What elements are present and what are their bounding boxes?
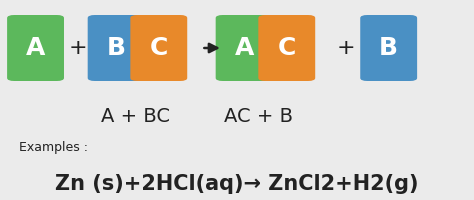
FancyBboxPatch shape — [216, 15, 273, 81]
Text: AC + B: AC + B — [224, 106, 293, 126]
Text: C: C — [278, 36, 296, 60]
Text: B: B — [107, 36, 126, 60]
FancyBboxPatch shape — [88, 15, 145, 81]
FancyBboxPatch shape — [130, 15, 187, 81]
Text: Examples :: Examples : — [19, 142, 88, 154]
FancyBboxPatch shape — [258, 15, 315, 81]
Text: A: A — [235, 36, 254, 60]
Text: B: B — [379, 36, 398, 60]
Text: C: C — [150, 36, 168, 60]
Text: A + BC: A + BC — [100, 106, 170, 126]
Text: A: A — [26, 36, 45, 60]
Text: +: + — [337, 38, 356, 58]
FancyBboxPatch shape — [360, 15, 417, 81]
Text: +: + — [69, 38, 88, 58]
Text: Zn (s)+2HCl(aq)→ ZnCl2+H2(g): Zn (s)+2HCl(aq)→ ZnCl2+H2(g) — [55, 174, 419, 194]
FancyBboxPatch shape — [7, 15, 64, 81]
